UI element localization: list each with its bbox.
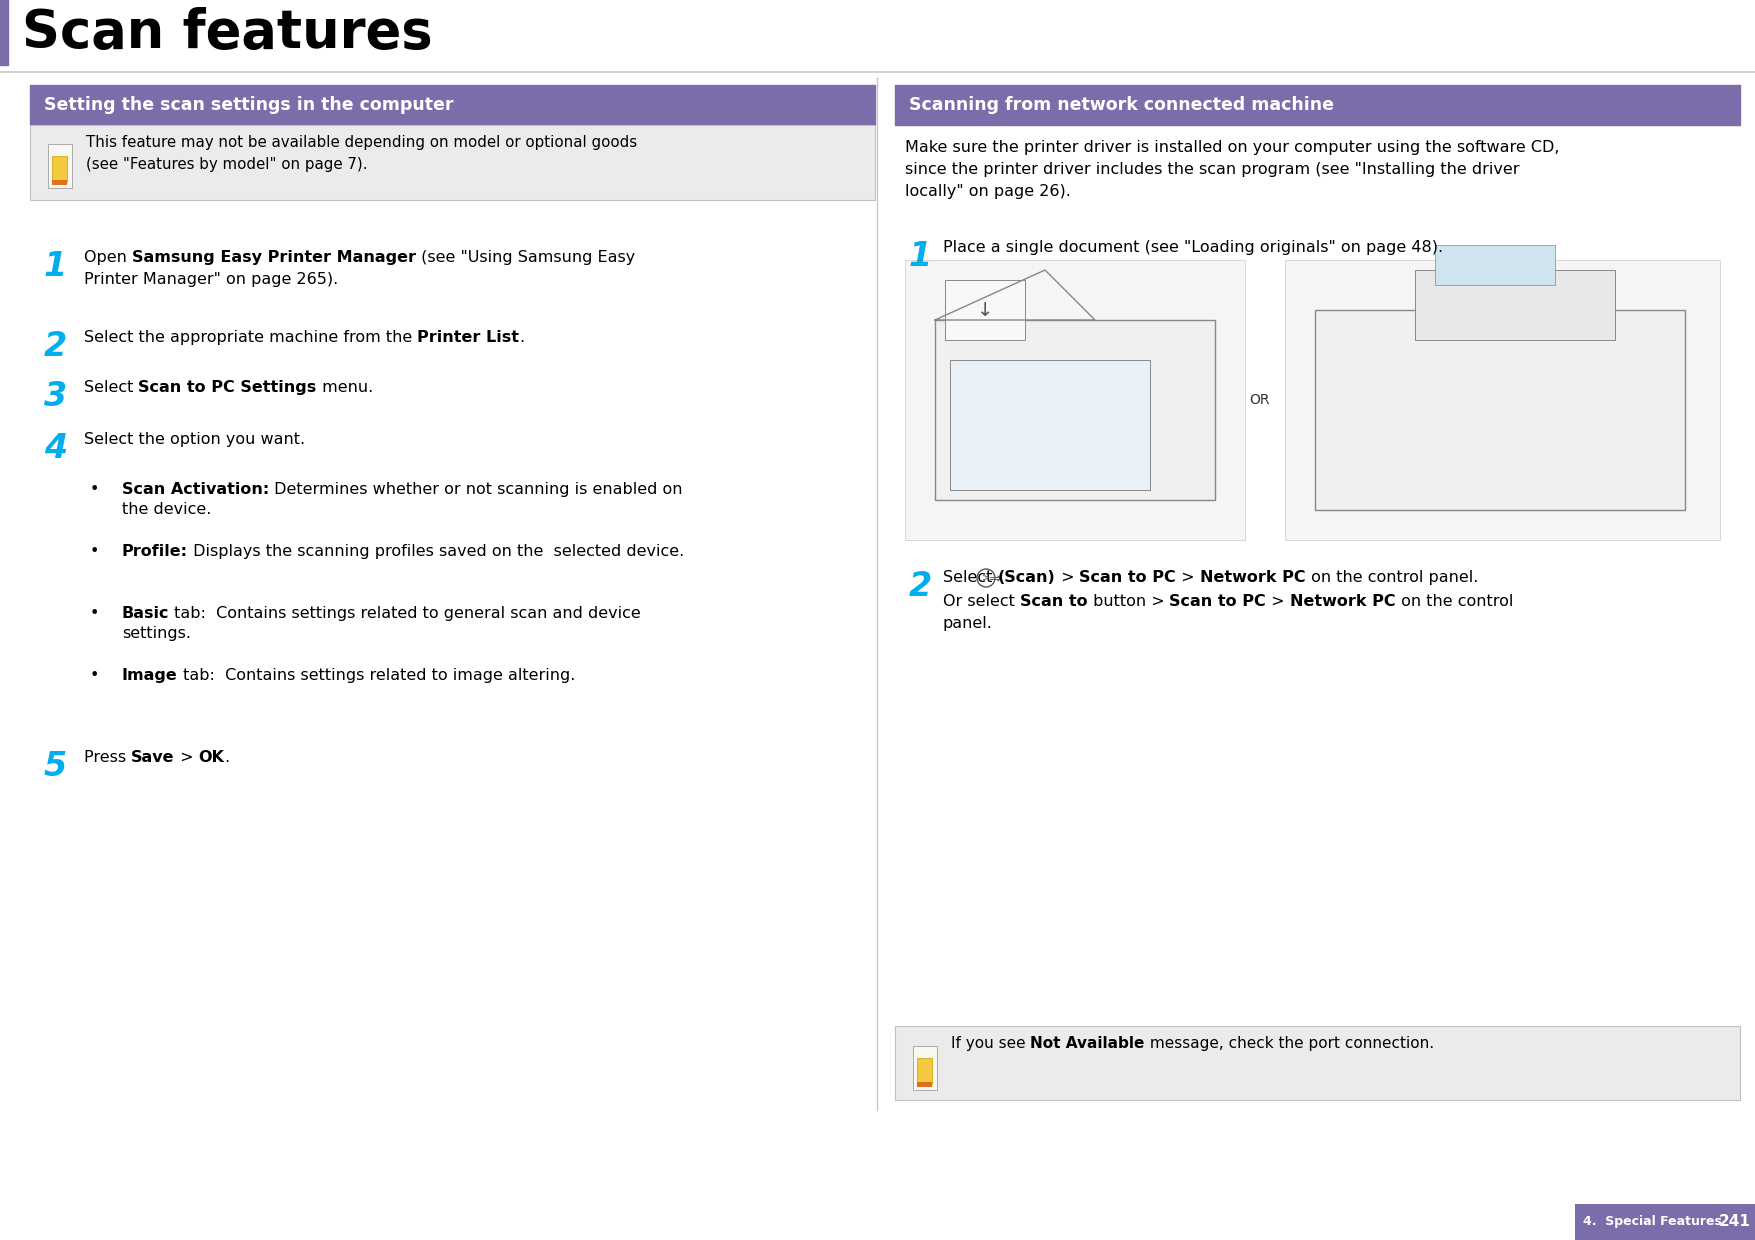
Text: the device.: the device. (123, 502, 211, 517)
Text: Select: Select (942, 570, 997, 585)
Bar (918, 1083, 932, 1087)
Text: ⇒: ⇒ (988, 570, 1000, 587)
Text: on the control panel.: on the control panel. (1306, 570, 1478, 585)
Text: Samsung Easy Printer Manager: Samsung Easy Printer Manager (132, 250, 416, 265)
Bar (1285, 260, 1720, 539)
Text: Press: Press (84, 750, 132, 765)
Text: Place a single document (see "Loading originals" on page 48).: Place a single document (see "Loading or… (942, 241, 1443, 255)
Text: message, check the port connection.: message, check the port connection. (1144, 1035, 1434, 1052)
Text: Basic: Basic (123, 606, 170, 621)
Text: 4: 4 (44, 432, 67, 465)
Text: Save: Save (132, 750, 176, 765)
Bar (30, 125, 876, 200)
Text: (see "Using Samsung Easy: (see "Using Samsung Easy (416, 250, 635, 265)
Text: 1: 1 (909, 241, 932, 273)
Text: Image: Image (123, 668, 177, 683)
Text: 3: 3 (44, 379, 67, 413)
Text: on the control: on the control (1395, 594, 1513, 609)
Text: (Scan): (Scan) (999, 570, 1057, 585)
Text: Select: Select (84, 379, 139, 396)
Text: Scan to PC: Scan to PC (1079, 570, 1176, 585)
Text: ↓: ↓ (978, 300, 993, 320)
Text: Make sure the printer driver is installed on your computer using the software CD: Make sure the printer driver is installe… (906, 140, 1560, 200)
Bar (53, 156, 67, 182)
Text: Network PC: Network PC (1200, 570, 1306, 585)
Text: Not Available: Not Available (1030, 1035, 1144, 1052)
Text: Or select: Or select (942, 594, 1020, 609)
Text: 1: 1 (44, 250, 67, 283)
Text: 241: 241 (1720, 1214, 1751, 1230)
Text: 5: 5 (44, 750, 67, 782)
Text: Printer Manager" on page 265).: Printer Manager" on page 265). (84, 272, 339, 286)
Text: Scan features: Scan features (23, 7, 433, 60)
Text: tab:  Contains settings related to general scan and device: tab: Contains settings related to genera… (170, 606, 641, 621)
Text: If you see: If you see (951, 1035, 1030, 1052)
Text: Select the appropriate machine from the: Select the appropriate machine from the (84, 330, 418, 345)
Bar (1415, 270, 1615, 340)
Text: Scan to PC Settings: Scan to PC Settings (139, 379, 316, 396)
Text: settings.: settings. (123, 626, 191, 641)
Text: >: > (1176, 570, 1200, 585)
Text: button >: button > (1088, 594, 1169, 609)
Text: .: . (225, 750, 230, 765)
Text: 2: 2 (44, 330, 67, 363)
Text: 2: 2 (909, 570, 932, 603)
Text: OR: OR (1250, 393, 1271, 407)
Text: Displays the scanning profiles saved on the  selected device.: Displays the scanning profiles saved on … (188, 544, 684, 559)
Bar (949, 360, 1150, 490)
Text: Determines whether or not scanning is enabled on: Determines whether or not scanning is en… (269, 482, 683, 497)
Text: This feature may not be available depending on model or optional goods
(see "Fea: This feature may not be available depend… (86, 135, 637, 171)
Text: Setting the scan settings in the computer: Setting the scan settings in the compute… (44, 95, 453, 114)
Text: menu.: menu. (316, 379, 374, 396)
Bar (30, 86, 876, 125)
Text: tab:  Contains settings related to image altering.: tab: Contains settings related to image … (177, 668, 576, 683)
Text: >: > (1057, 570, 1079, 585)
Text: .: . (519, 330, 525, 345)
Text: Scanning from network connected machine: Scanning from network connected machine (909, 95, 1334, 114)
Text: OK: OK (198, 750, 225, 765)
Text: •: • (90, 482, 100, 497)
Bar (1574, 1204, 1715, 1240)
Text: panel.: panel. (942, 616, 993, 631)
Bar (918, 1058, 932, 1084)
Text: >: > (176, 750, 198, 765)
Text: •: • (90, 606, 100, 621)
Text: •: • (90, 544, 100, 559)
Text: >: > (983, 573, 990, 583)
Bar (53, 180, 67, 185)
Text: •: • (90, 668, 100, 683)
Bar (913, 1047, 937, 1090)
Text: >: > (1267, 594, 1290, 609)
Text: Open: Open (84, 250, 132, 265)
Text: 4.  Special Features: 4. Special Features (1583, 1215, 1722, 1229)
Bar (895, 1025, 1739, 1100)
Text: Printer List: Printer List (418, 330, 519, 345)
Text: Scan Activation:: Scan Activation: (123, 482, 269, 497)
Bar (895, 86, 1739, 125)
Bar (0, 0, 9, 64)
Bar (1715, 1204, 1755, 1240)
Bar (1314, 310, 1685, 510)
Text: Scan to: Scan to (1020, 594, 1088, 609)
Bar (47, 144, 72, 188)
Text: Profile:: Profile: (123, 544, 188, 559)
Text: Select the option you want.: Select the option you want. (84, 432, 305, 446)
Text: Scan to PC: Scan to PC (1169, 594, 1267, 609)
Bar (1436, 246, 1555, 285)
Bar (906, 260, 1244, 539)
Bar (935, 320, 1214, 500)
Text: Network PC: Network PC (1290, 594, 1395, 609)
Bar (944, 280, 1025, 340)
